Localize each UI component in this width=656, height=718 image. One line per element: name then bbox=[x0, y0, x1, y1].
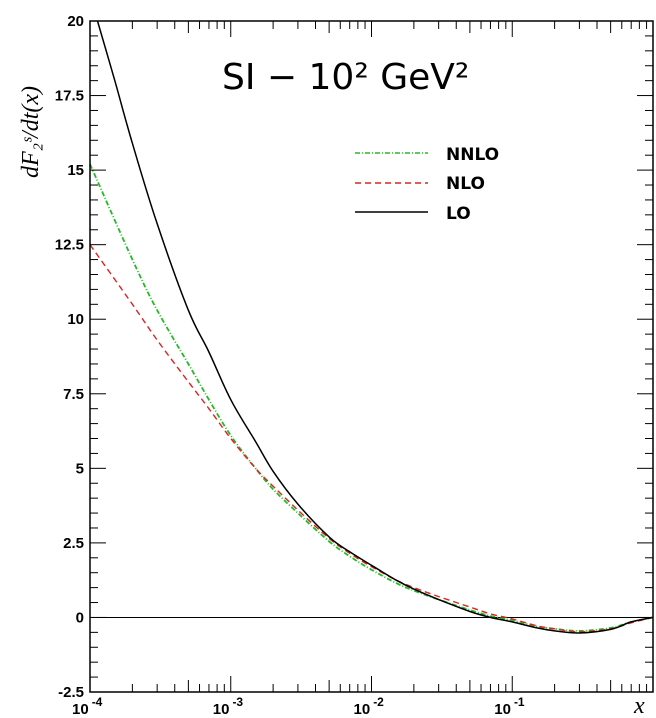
x-tick-label: 10 -4 bbox=[72, 695, 103, 718]
series-line-lo bbox=[96, 20, 654, 634]
legend: NNLO NLO LO bbox=[355, 145, 499, 224]
y-axis-label: dF₂ˢ/dt(x) bbox=[18, 86, 44, 178]
y-tick-label: 12.5 bbox=[55, 237, 84, 254]
x-tick-label: 10 -3 bbox=[213, 695, 244, 718]
x-tick-exponent: -3 bbox=[232, 695, 243, 709]
y-tick-label: 5 bbox=[76, 460, 84, 477]
y-tick-label: 15 bbox=[67, 162, 84, 179]
x-tick-exponent: -1 bbox=[514, 695, 525, 709]
x-tick-exponent: -4 bbox=[92, 695, 103, 709]
y-tick-label: 2.5 bbox=[63, 535, 84, 552]
x-tick-base: 10 bbox=[494, 701, 511, 718]
x-tick-label: 10 -2 bbox=[354, 695, 385, 718]
x-tick-base: 10 bbox=[213, 701, 230, 718]
y-tick-label: 0 bbox=[76, 609, 84, 626]
legend-label-lo: LO bbox=[446, 204, 471, 224]
legend-label-nnlo: NNLO bbox=[446, 145, 499, 165]
y-tick-label: 7.5 bbox=[63, 386, 84, 403]
y-tick-label: 20 bbox=[67, 13, 84, 30]
legend-label-nlo: NLO bbox=[446, 174, 485, 194]
y-tick-label: -2.5 bbox=[58, 684, 84, 701]
x-tick-base: 10 bbox=[354, 701, 371, 718]
y-tick-label: 17.5 bbox=[55, 88, 84, 105]
x-tick-base: 10 bbox=[72, 701, 89, 718]
x-axis-label: x bbox=[633, 693, 645, 718]
x-tick-exponent: -2 bbox=[373, 695, 384, 709]
y-tick-label: 10 bbox=[67, 311, 84, 328]
chart-title: SI − 10² GeV² bbox=[222, 57, 469, 98]
series-line-nlo bbox=[89, 244, 654, 633]
series-line-nnlo bbox=[89, 163, 654, 632]
x-tick-label: 10 -1 bbox=[494, 695, 525, 718]
